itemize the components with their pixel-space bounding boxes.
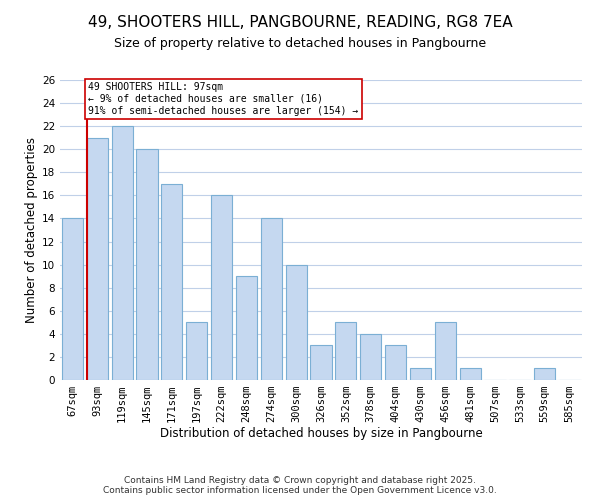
Bar — [360, 334, 381, 380]
Bar — [385, 346, 406, 380]
Text: Contains HM Land Registry data © Crown copyright and database right 2025.
Contai: Contains HM Land Registry data © Crown c… — [103, 476, 497, 495]
Y-axis label: Number of detached properties: Number of detached properties — [25, 137, 38, 323]
Bar — [136, 149, 158, 380]
Bar — [186, 322, 207, 380]
Bar — [410, 368, 431, 380]
X-axis label: Distribution of detached houses by size in Pangbourne: Distribution of detached houses by size … — [160, 426, 482, 440]
Bar — [261, 218, 282, 380]
Bar — [310, 346, 332, 380]
Bar — [286, 264, 307, 380]
Text: Size of property relative to detached houses in Pangbourne: Size of property relative to detached ho… — [114, 38, 486, 51]
Text: 49, SHOOTERS HILL, PANGBOURNE, READING, RG8 7EA: 49, SHOOTERS HILL, PANGBOURNE, READING, … — [88, 15, 512, 30]
Bar — [211, 196, 232, 380]
Bar — [335, 322, 356, 380]
Bar — [435, 322, 456, 380]
Bar — [87, 138, 108, 380]
Bar — [236, 276, 257, 380]
Bar — [534, 368, 555, 380]
Bar — [62, 218, 83, 380]
Text: 49 SHOOTERS HILL: 97sqm
← 9% of detached houses are smaller (16)
91% of semi-det: 49 SHOOTERS HILL: 97sqm ← 9% of detached… — [88, 82, 358, 116]
Bar — [161, 184, 182, 380]
Bar — [460, 368, 481, 380]
Bar — [112, 126, 133, 380]
